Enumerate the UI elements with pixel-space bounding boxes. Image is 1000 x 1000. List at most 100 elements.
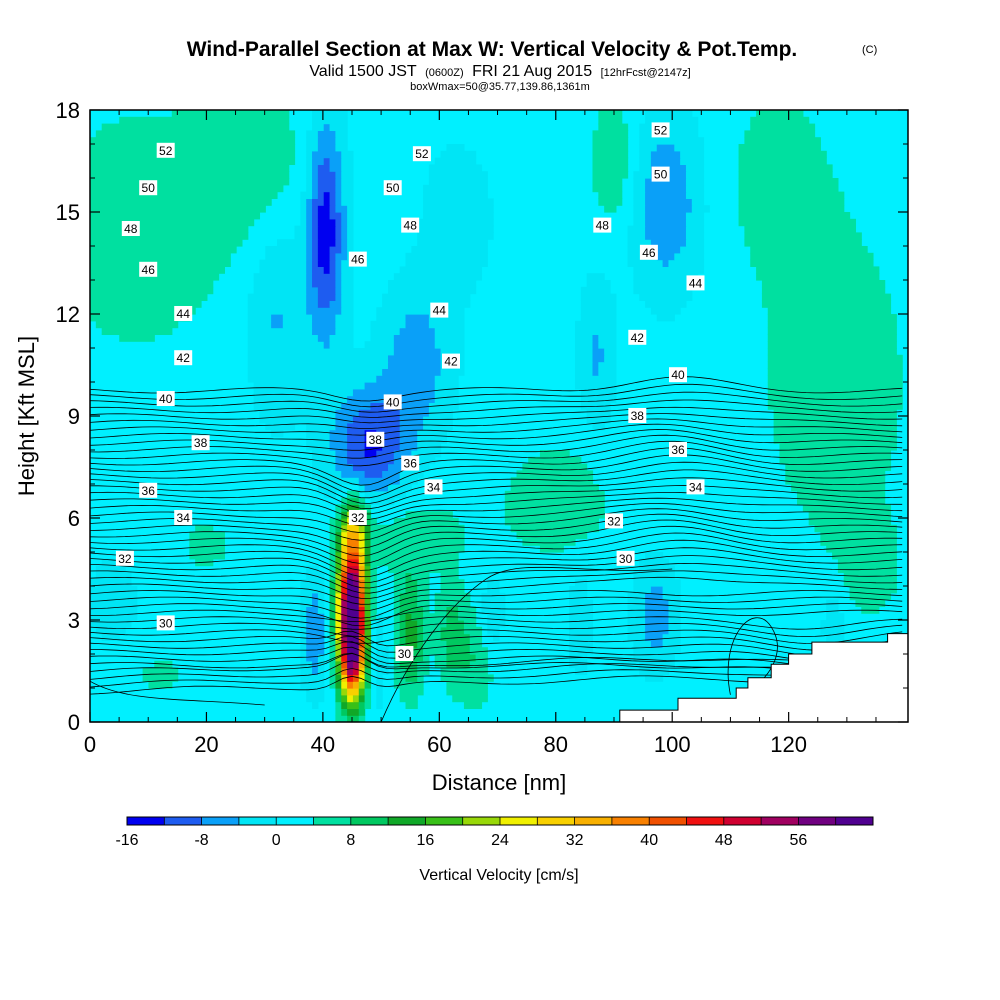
contour-label-text: 42 [177, 351, 191, 365]
velocity-cell [399, 606, 424, 614]
velocity-cell [399, 409, 430, 417]
velocity-cell [779, 456, 892, 465]
velocity-cell [95, 320, 179, 329]
velocity-cell [300, 579, 325, 587]
contour-label-text: 40 [386, 395, 400, 409]
velocity-cell [370, 579, 377, 587]
velocity-cell [592, 178, 623, 186]
contour-label: 52 [651, 122, 670, 138]
velocity-cell [247, 354, 389, 363]
velocity-cell [341, 688, 348, 696]
contour-label-text: 36 [142, 484, 156, 498]
velocity-cell [341, 552, 348, 560]
velocity-cell [90, 144, 296, 152]
velocity-cell [306, 694, 325, 703]
velocity-cell [738, 144, 821, 152]
velocity-cell [306, 157, 313, 165]
isentrope-line [90, 660, 903, 680]
velocity-cell [306, 266, 313, 274]
velocity-cell [639, 660, 675, 669]
velocity-cell [580, 293, 617, 301]
velocity-cell [592, 368, 599, 376]
velocity-cell [329, 205, 336, 213]
velocity-cell [341, 654, 348, 662]
velocity-cell [428, 320, 465, 329]
velocity-cell [528, 456, 582, 465]
velocity-cell [405, 579, 418, 587]
velocity-cell [329, 191, 336, 199]
y-tick-label: 3 [68, 608, 80, 633]
isentrope-line [90, 652, 903, 674]
contour-label: 48 [593, 217, 612, 233]
velocity-cell [306, 606, 319, 614]
velocity-cell [247, 368, 383, 376]
velocity-cell [645, 184, 687, 193]
velocity-cell [645, 592, 664, 601]
isentrope-line [90, 508, 903, 541]
isentrope-line [90, 469, 903, 504]
velocity-cell [370, 327, 401, 335]
velocity-cell [662, 259, 670, 267]
velocity-cell [370, 545, 465, 553]
velocity-cell [405, 626, 418, 635]
velocity-cell [90, 212, 261, 220]
velocity-cell [370, 558, 459, 567]
contour-label-text: 52 [415, 147, 429, 161]
velocity-cell [335, 586, 342, 594]
colorbar-swatch [835, 817, 874, 825]
contour-label: 46 [139, 261, 158, 277]
velocity-cell [376, 654, 389, 662]
velocity-cell [376, 688, 383, 696]
velocity-cell [323, 266, 331, 274]
velocity-cell [405, 633, 418, 641]
velocity-cell [329, 681, 336, 689]
velocity-cell [399, 470, 424, 478]
velocity-cell [247, 361, 389, 369]
isentrope-line [90, 447, 903, 486]
velocity-cell [341, 307, 354, 315]
velocity-cell [300, 613, 307, 621]
velocity-cell [423, 422, 453, 431]
velocity-cell [592, 184, 623, 193]
velocity-cell [101, 558, 120, 567]
velocity-cell [645, 674, 664, 682]
velocity-cell [516, 531, 588, 539]
contour-label: 36 [401, 455, 420, 471]
velocity-cell [341, 178, 354, 186]
velocity-cell [154, 660, 173, 669]
isentrope-line [90, 532, 903, 571]
velocity-cell [364, 586, 372, 594]
velocity-cell [405, 259, 488, 267]
contour-label: 38 [366, 431, 385, 447]
velocity-cell [317, 191, 325, 199]
velocity-cell [849, 586, 897, 594]
contour-label: 36 [669, 442, 687, 457]
velocity-cell [399, 429, 418, 437]
velocity-cell [335, 409, 360, 417]
velocity-cell [347, 660, 354, 669]
velocity-cell [393, 450, 412, 458]
velocity-cell [750, 252, 874, 261]
velocity-cell [358, 565, 366, 573]
velocity-cell [335, 545, 342, 553]
velocity-cell [510, 524, 599, 533]
colorbar-swatch [388, 817, 426, 825]
velocity-cell [674, 252, 705, 261]
velocity-cell [335, 314, 354, 322]
velocity-cell [101, 327, 173, 335]
velocity-cell [347, 579, 354, 587]
velocity-cell [393, 660, 401, 669]
velocity-cell [306, 130, 319, 138]
contour-label: 30 [395, 646, 414, 661]
velocity-cell [189, 545, 225, 553]
velocity-cell [247, 375, 377, 383]
velocity-cell [335, 701, 342, 709]
velocity-cell [417, 626, 424, 635]
velocity-cell [399, 660, 418, 669]
velocity-cell [341, 558, 348, 567]
velocity-cell [761, 280, 886, 288]
velocity-cell [189, 538, 225, 546]
x-tick-label: 60 [427, 732, 451, 757]
velocity-cell [341, 694, 348, 703]
velocity-cell [171, 110, 290, 118]
